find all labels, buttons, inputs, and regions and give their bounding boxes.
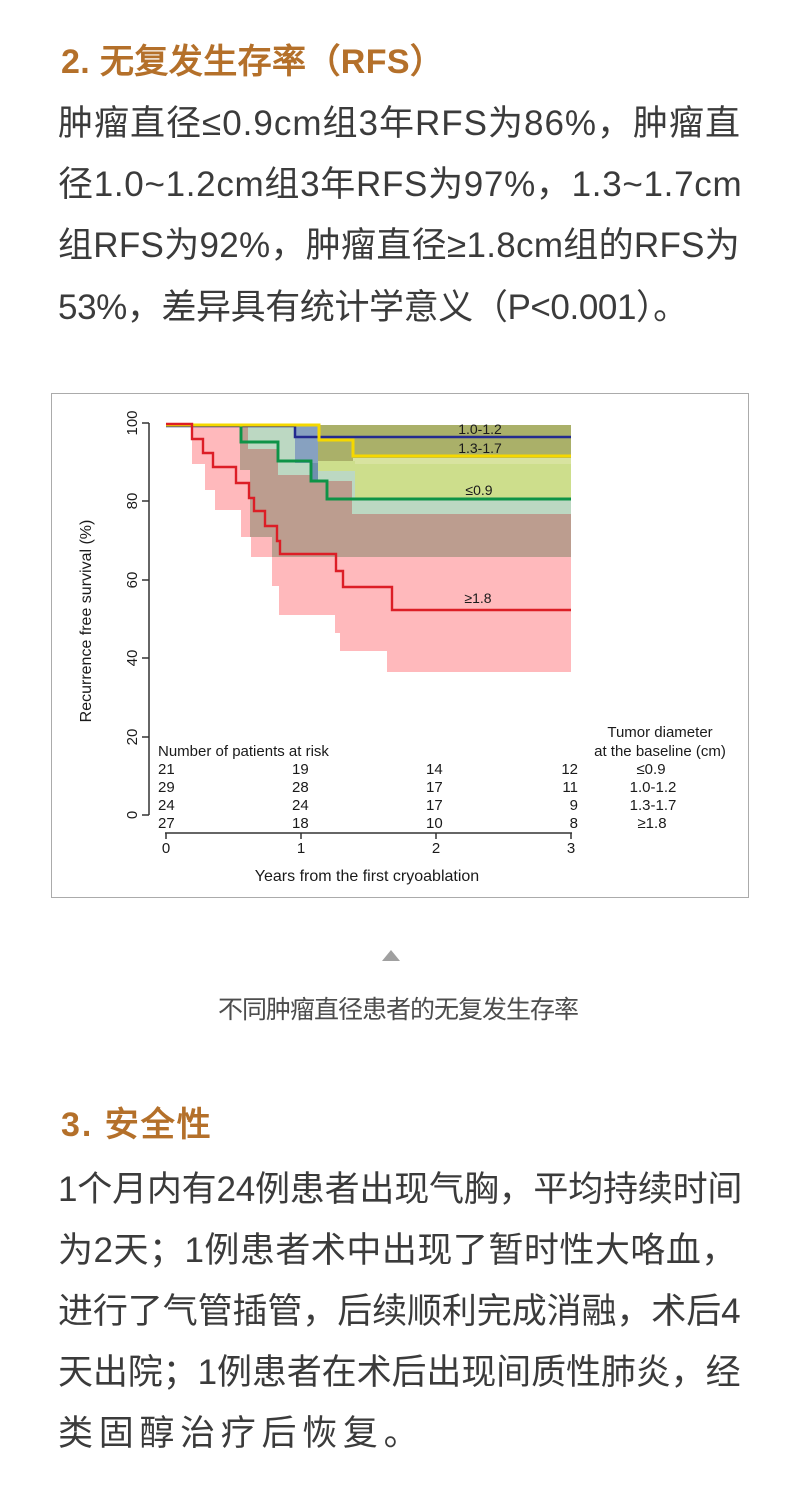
- svg-text:1: 1: [297, 840, 305, 857]
- svg-text:11: 11: [562, 779, 578, 796]
- svg-text:2: 2: [432, 840, 440, 857]
- svg-text:at the baseline (cm): at the baseline (cm): [594, 743, 726, 760]
- svg-text:8: 8: [570, 815, 578, 832]
- svg-text:0: 0: [124, 811, 141, 819]
- svg-text:10: 10: [426, 815, 443, 832]
- svg-text:17: 17: [426, 779, 443, 796]
- svg-text:Number of patients at risk: Number of patients at risk: [158, 743, 329, 760]
- svg-text:1.0-1.2: 1.0-1.2: [458, 421, 502, 437]
- svg-text:18: 18: [292, 815, 309, 832]
- svg-text:29: 29: [158, 779, 175, 796]
- svg-text:Recurrence free survival (%): Recurrence free survival (%): [78, 520, 95, 723]
- svg-text:≥1.8: ≥1.8: [464, 590, 491, 606]
- svg-text:1.0-1.2: 1.0-1.2: [630, 779, 677, 796]
- svg-text:20: 20: [124, 729, 141, 746]
- svg-text:Tumor diameter: Tumor diameter: [607, 724, 712, 741]
- svg-text:0: 0: [162, 840, 170, 857]
- svg-text:28: 28: [292, 779, 309, 796]
- svg-text:1.3-1.7: 1.3-1.7: [458, 440, 502, 456]
- svg-text:Years from the first cryoablat: Years from the first cryoablation: [255, 868, 479, 885]
- svg-text:12: 12: [561, 761, 578, 778]
- svg-text:100: 100: [124, 410, 141, 435]
- svg-text:9: 9: [570, 797, 578, 814]
- svg-text:40: 40: [124, 650, 141, 667]
- svg-text:≥1.8: ≥1.8: [637, 815, 666, 832]
- svg-text:≤0.9: ≤0.9: [636, 761, 665, 778]
- svg-text:3: 3: [567, 840, 575, 857]
- svg-text:27: 27: [158, 815, 175, 832]
- svg-text:≤0.9: ≤0.9: [465, 482, 492, 498]
- svg-text:21: 21: [158, 761, 175, 778]
- svg-text:1.3-1.7: 1.3-1.7: [630, 797, 677, 814]
- svg-text:24: 24: [158, 797, 175, 814]
- svg-text:80: 80: [124, 493, 141, 510]
- svg-text:24: 24: [292, 797, 309, 814]
- svg-text:19: 19: [292, 761, 309, 778]
- svg-text:17: 17: [426, 797, 443, 814]
- svg-text:60: 60: [124, 572, 141, 589]
- svg-text:14: 14: [426, 761, 443, 778]
